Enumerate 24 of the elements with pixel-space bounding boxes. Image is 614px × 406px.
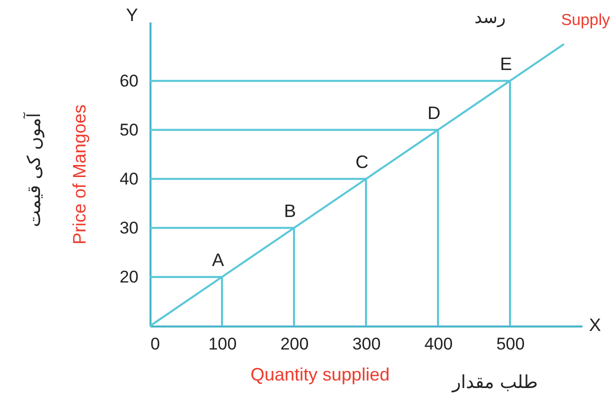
x-tick-label: 500 xyxy=(496,334,525,354)
x-tick-label: 100 xyxy=(208,334,237,354)
annotation: A xyxy=(212,250,224,270)
x-tick-label: 0 xyxy=(150,334,160,354)
x-tick-label: 300 xyxy=(352,334,381,354)
annotation: رسد xyxy=(474,8,506,28)
y-tick-label: 20 xyxy=(120,267,138,286)
y-tick-label: 30 xyxy=(120,218,138,238)
annotation: C xyxy=(356,152,368,172)
x-axis-title: Quantity supplied xyxy=(250,364,390,384)
text: Y xyxy=(126,5,138,25)
y-tick-label: 40 xyxy=(120,169,138,188)
text: آموں کی قیمت xyxy=(23,112,45,228)
series-label: Supply xyxy=(561,12,610,30)
annotation: D xyxy=(428,102,440,123)
x-tick-label: 200 xyxy=(280,334,309,354)
y-axis-title: Price of Mangoes xyxy=(70,104,90,245)
annotation: E xyxy=(500,54,512,74)
y-tick-label: 60 xyxy=(120,71,138,90)
y-tick-label: 50 xyxy=(120,120,138,140)
x-tick-label: 400 xyxy=(424,334,453,354)
text: X xyxy=(588,315,602,335)
annotation: B xyxy=(284,200,296,221)
text: طلب مقدار xyxy=(451,372,538,393)
